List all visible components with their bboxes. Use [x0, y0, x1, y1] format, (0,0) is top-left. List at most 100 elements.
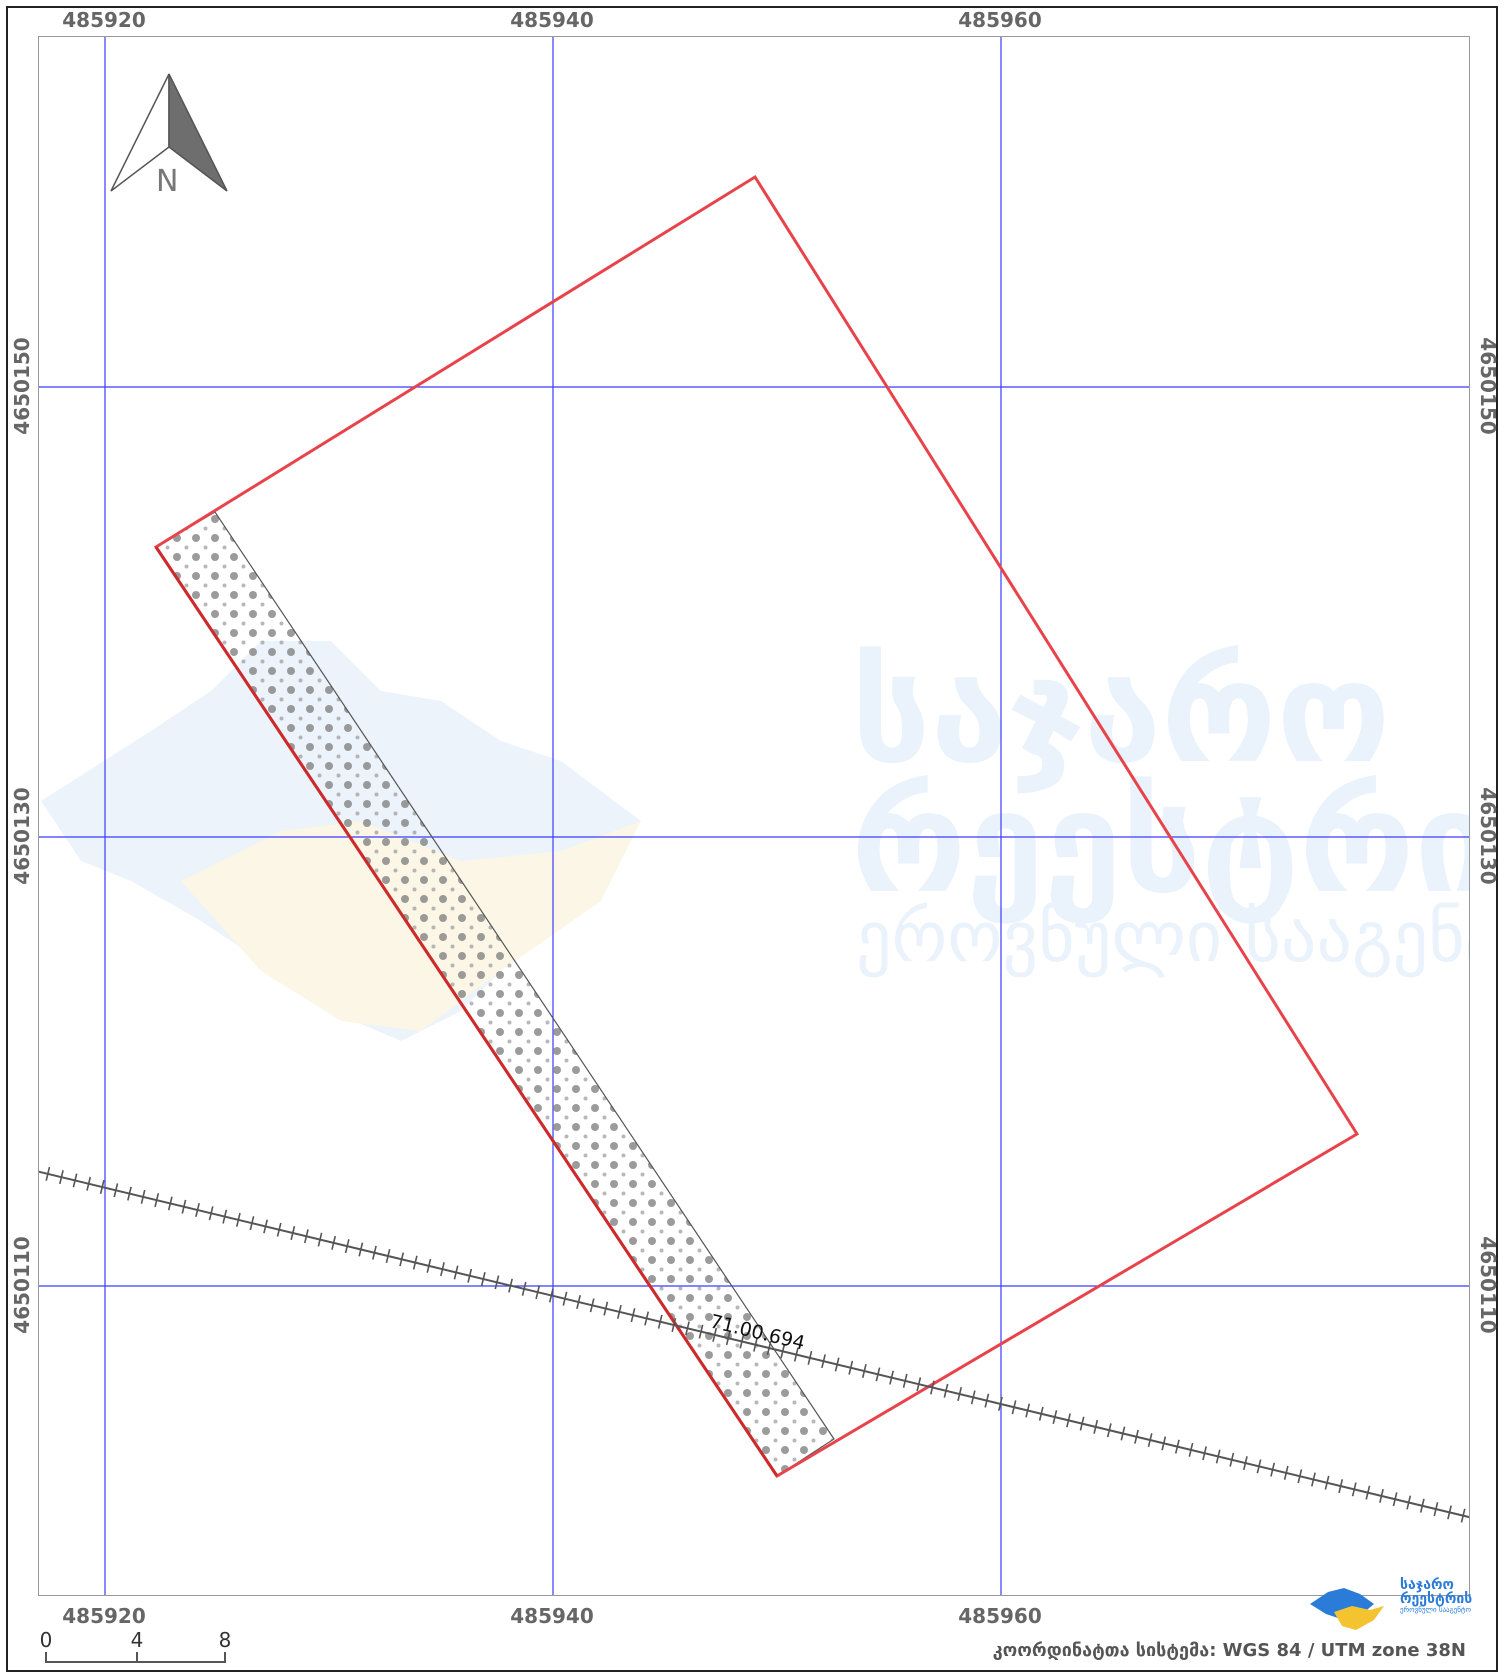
y-coordinate-label-right: 4650110	[1476, 1236, 1500, 1334]
railway-tie	[889, 1370, 894, 1385]
railway-tie	[1379, 1488, 1384, 1503]
railway-tie	[1242, 1456, 1248, 1471]
svg-text:საჯარო: საჯარო	[851, 632, 1391, 795]
map-canvas[interactable]: საჯარო რეესტრის ეროვნული სააგენტო	[38, 36, 1470, 1596]
x-coordinate-label-bottom: 485940	[510, 1604, 594, 1628]
railway-tie	[480, 1272, 486, 1287]
railway-tie	[276, 1222, 282, 1237]
north-arrow-icon: N	[110, 73, 228, 199]
railway-tie	[1011, 1400, 1017, 1415]
railway-tie	[1052, 1410, 1058, 1425]
railway-tie	[793, 1347, 799, 1362]
x-coordinate-label-top: 485920	[62, 8, 146, 32]
railway-tie	[1093, 1419, 1099, 1434]
railway-tie	[521, 1281, 527, 1296]
railway-tie	[984, 1393, 990, 1408]
svg-text:რეესტრის: რეესტრის	[851, 762, 1470, 925]
railway-tie	[1079, 1416, 1085, 1431]
railway-tie	[576, 1295, 581, 1310]
railway-tie	[1324, 1475, 1330, 1490]
x-coordinate-label-bottom: 485960	[958, 1604, 1042, 1628]
railway-tie	[303, 1229, 309, 1244]
logo-line: რეესტრის	[1400, 1591, 1473, 1607]
railway-tie	[766, 1341, 772, 1356]
railway-tie	[1134, 1429, 1139, 1444]
scale-label: 4	[130, 1628, 144, 1652]
railway-tie	[875, 1367, 881, 1382]
railway-tie	[970, 1390, 976, 1405]
y-coordinate-label-left: 4650110	[10, 1236, 34, 1334]
railway-tie	[1365, 1485, 1371, 1500]
north-label: N	[156, 164, 178, 199]
railway-tie	[535, 1285, 541, 1300]
railway-tie	[1038, 1406, 1044, 1421]
coordinate-grid	[39, 37, 1469, 1595]
railway-tie	[86, 1176, 92, 1191]
railway-tie	[657, 1314, 663, 1329]
railway-tie	[317, 1232, 323, 1247]
railway-tie	[222, 1209, 228, 1224]
railway-tie	[385, 1249, 391, 1264]
railway-tie	[1188, 1442, 1194, 1457]
railway-tie	[644, 1311, 650, 1326]
railway-tie	[412, 1255, 418, 1270]
railway-line	[39, 1166, 1469, 1523]
logo-line: საჯარო	[1400, 1577, 1454, 1593]
y-coordinate-label-right: 4650150	[1476, 337, 1500, 435]
coordinate-system-label: კოორდინატთა სისტემა: WGS 84 / UTM zone 3…	[992, 1640, 1466, 1661]
railway-tie	[725, 1331, 731, 1346]
railway-tie	[453, 1265, 459, 1280]
railway-tie	[943, 1383, 949, 1398]
railway-tie	[1215, 1449, 1221, 1464]
x-coordinate-label-top: 485960	[958, 8, 1042, 32]
railway-tie	[208, 1206, 214, 1221]
railway-tie	[698, 1324, 704, 1339]
railway-tie	[494, 1275, 500, 1290]
railway-tie	[399, 1252, 405, 1267]
railway-tie	[1351, 1482, 1357, 1497]
agency-logo	[1310, 1588, 1384, 1630]
railway-tie	[1202, 1446, 1207, 1461]
railway-tie	[807, 1350, 813, 1365]
scale-bar-graphic	[45, 1652, 226, 1663]
railway-tie	[562, 1291, 568, 1306]
railway-tie	[235, 1212, 241, 1227]
railway-tie	[467, 1268, 473, 1283]
railway-tie	[753, 1337, 758, 1352]
railway-tie	[1392, 1492, 1398, 1507]
railway-tie	[344, 1239, 350, 1254]
railway-tie	[1066, 1413, 1071, 1428]
railway-tie	[616, 1304, 622, 1319]
railway-tie	[1283, 1465, 1289, 1480]
railway-tie	[59, 1170, 64, 1185]
railway-tie	[1106, 1423, 1112, 1438]
railway-tie	[113, 1183, 119, 1198]
railway-tie	[331, 1235, 337, 1250]
railway-tie	[630, 1308, 636, 1323]
railway-tie	[263, 1219, 268, 1234]
svg-text:ეროვნული სააგენტო: ეროვნული სააგენტო	[856, 896, 1470, 978]
railway-tie	[72, 1173, 78, 1188]
railway-tie	[290, 1226, 296, 1241]
railway-tie	[821, 1354, 826, 1369]
railway-tie	[140, 1189, 146, 1204]
railway-tie	[372, 1245, 377, 1260]
railway-tie	[167, 1196, 173, 1211]
railway-tie	[957, 1387, 963, 1402]
scale-label: 0	[39, 1628, 53, 1652]
railway-tie	[712, 1327, 718, 1342]
railway-tie	[1120, 1426, 1126, 1441]
railway-tie	[1256, 1459, 1262, 1474]
railway-tie	[1406, 1495, 1412, 1510]
railway-tie	[1297, 1469, 1303, 1484]
watermark-text: საჯარო რეესტრის ეროვნული სააგენტო	[851, 632, 1470, 978]
y-coordinate-label-right: 4650130	[1476, 787, 1500, 885]
parcel-boundary-edge	[154, 546, 779, 1477]
railway-tie	[154, 1193, 160, 1208]
railway-tie	[848, 1360, 854, 1375]
railway-tie	[195, 1203, 200, 1218]
railway-tie	[249, 1216, 255, 1231]
y-coordinate-label-left: 4650150	[10, 337, 34, 435]
railway-tie	[1161, 1436, 1167, 1451]
railway-tie	[671, 1318, 677, 1333]
